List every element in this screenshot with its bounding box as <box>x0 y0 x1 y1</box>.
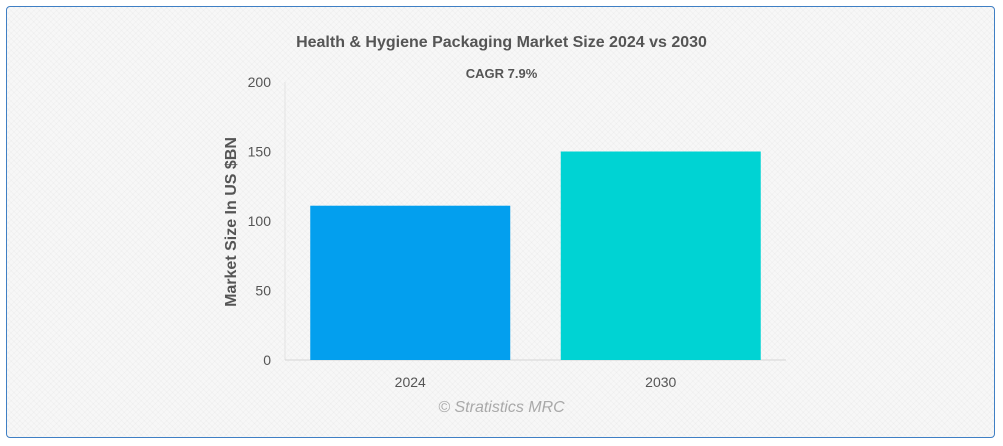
x-tick-label: 2024 <box>395 374 426 390</box>
chart-title: Health & Hygiene Packaging Market Size 2… <box>296 34 707 51</box>
x-axis-ticks: 2024 2030 <box>395 374 677 390</box>
y-tick-label: 150 <box>248 144 272 160</box>
x-tick-label: 2030 <box>645 374 676 390</box>
y-tick-label: 100 <box>248 213 272 229</box>
y-tick-label: 0 <box>263 352 271 368</box>
bar-2024 <box>310 205 511 360</box>
y-axis-ticks: 0 50 100 150 200 <box>248 74 272 368</box>
y-axis-title: Market Size In US $BN <box>223 137 240 307</box>
y-tick-label: 200 <box>248 74 272 90</box>
y-tick-label: 50 <box>255 283 271 299</box>
chart-subtitle: CAGR 7.9% <box>465 66 538 81</box>
bars <box>310 151 761 360</box>
watermark: © Stratistics MRC <box>438 399 565 416</box>
bar-2030 <box>560 151 761 360</box>
